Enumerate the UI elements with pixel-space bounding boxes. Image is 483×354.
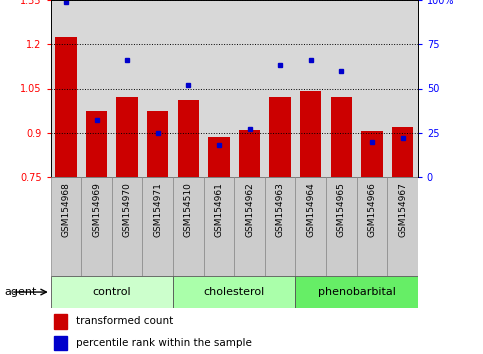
Bar xyxy=(265,0,296,177)
Text: GSM154967: GSM154967 xyxy=(398,182,407,237)
FancyBboxPatch shape xyxy=(234,177,265,276)
FancyBboxPatch shape xyxy=(142,177,173,276)
FancyBboxPatch shape xyxy=(356,177,387,276)
FancyBboxPatch shape xyxy=(387,177,418,276)
Bar xyxy=(356,0,387,177)
FancyBboxPatch shape xyxy=(204,177,234,276)
FancyBboxPatch shape xyxy=(265,177,296,276)
Bar xyxy=(326,0,356,177)
FancyBboxPatch shape xyxy=(173,177,204,276)
FancyBboxPatch shape xyxy=(81,177,112,276)
Text: GSM154963: GSM154963 xyxy=(276,182,284,237)
Bar xyxy=(116,97,138,177)
Text: GSM154971: GSM154971 xyxy=(153,182,162,237)
Bar xyxy=(387,0,418,177)
Bar xyxy=(300,91,322,177)
Text: GSM154970: GSM154970 xyxy=(123,182,132,237)
Text: GSM154969: GSM154969 xyxy=(92,182,101,237)
FancyBboxPatch shape xyxy=(51,177,81,276)
Text: phenobarbital: phenobarbital xyxy=(318,287,396,297)
Bar xyxy=(392,127,413,177)
Bar xyxy=(142,0,173,177)
Text: percentile rank within the sample: percentile rank within the sample xyxy=(76,338,252,348)
Bar xyxy=(112,0,142,177)
Text: GSM154961: GSM154961 xyxy=(214,182,224,237)
FancyBboxPatch shape xyxy=(51,276,173,308)
Bar xyxy=(55,37,77,177)
Bar xyxy=(55,336,67,350)
Bar xyxy=(296,0,326,177)
Bar xyxy=(147,110,169,177)
Bar xyxy=(204,0,234,177)
Text: GSM154964: GSM154964 xyxy=(306,182,315,237)
Bar xyxy=(361,131,383,177)
Text: GSM154962: GSM154962 xyxy=(245,182,254,237)
Text: cholesterol: cholesterol xyxy=(204,287,265,297)
Text: GSM154510: GSM154510 xyxy=(184,182,193,237)
Bar xyxy=(331,97,352,177)
Text: GSM154968: GSM154968 xyxy=(61,182,71,237)
Bar xyxy=(270,97,291,177)
Bar xyxy=(178,100,199,177)
Text: GSM154966: GSM154966 xyxy=(368,182,376,237)
FancyBboxPatch shape xyxy=(173,276,296,308)
Text: transformed count: transformed count xyxy=(76,316,174,326)
Text: control: control xyxy=(93,287,131,297)
FancyBboxPatch shape xyxy=(112,177,142,276)
Bar xyxy=(86,110,107,177)
Bar xyxy=(239,130,260,177)
Bar xyxy=(208,137,230,177)
Bar xyxy=(81,0,112,177)
Text: agent: agent xyxy=(5,287,37,297)
Bar xyxy=(55,314,67,329)
Bar xyxy=(234,0,265,177)
FancyBboxPatch shape xyxy=(326,177,356,276)
FancyBboxPatch shape xyxy=(296,177,326,276)
Bar xyxy=(51,0,81,177)
FancyBboxPatch shape xyxy=(296,276,418,308)
Text: GSM154965: GSM154965 xyxy=(337,182,346,237)
Bar xyxy=(173,0,204,177)
